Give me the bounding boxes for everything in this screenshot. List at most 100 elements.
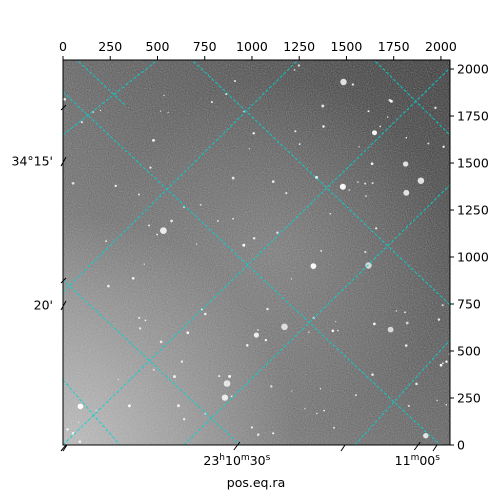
star (371, 373, 374, 376)
star (402, 161, 409, 167)
star (357, 181, 359, 183)
star (371, 182, 374, 185)
sky-image (63, 60, 450, 445)
star (78, 440, 82, 444)
star (138, 316, 141, 319)
star (167, 111, 169, 114)
star (335, 320, 337, 323)
star (364, 182, 367, 185)
star (339, 183, 346, 190)
star (256, 433, 260, 436)
star (242, 243, 246, 247)
star (405, 136, 408, 139)
star (316, 412, 318, 415)
star (221, 394, 229, 401)
star (442, 145, 445, 148)
star (351, 83, 355, 86)
star (308, 331, 310, 333)
star (379, 125, 382, 128)
star (439, 363, 443, 367)
star (159, 110, 162, 112)
star (297, 64, 301, 67)
dec-tick-mark (60, 156, 67, 167)
star (173, 375, 176, 379)
x-tick-label: 500 (146, 39, 170, 54)
x-tick-label: 1000 (236, 39, 268, 54)
x-tick-label: 750 (193, 39, 217, 54)
x-tick-label: 250 (98, 39, 122, 54)
star (407, 404, 410, 407)
star (290, 278, 293, 280)
y-tick-label: 1500 (457, 156, 489, 171)
star (329, 212, 332, 215)
star (281, 323, 288, 331)
star (437, 318, 441, 321)
star (423, 433, 429, 439)
star (177, 404, 180, 408)
star (232, 217, 234, 220)
star (218, 375, 221, 378)
star (156, 233, 158, 236)
x-tick-label: 1750 (378, 39, 410, 54)
star (257, 329, 259, 331)
ra-tick-mark (413, 441, 421, 451)
star (230, 395, 233, 398)
dec-tick-label: 20' (34, 297, 53, 312)
star (272, 432, 275, 435)
star (105, 240, 108, 243)
star (204, 312, 207, 316)
star (304, 408, 306, 410)
star (445, 360, 448, 363)
star (246, 344, 249, 347)
star (163, 94, 165, 97)
star (199, 204, 202, 206)
ra-tick-mark (62, 444, 68, 452)
coordinate-grid (63, 60, 450, 445)
star (365, 262, 372, 269)
star (337, 329, 339, 332)
star (354, 394, 357, 397)
star (404, 344, 408, 347)
star (138, 327, 142, 330)
star (78, 421, 80, 423)
ra-tick-label: 11m00s (395, 453, 441, 468)
star (252, 132, 255, 135)
star-field (63, 64, 450, 444)
star (152, 368, 155, 371)
star (333, 426, 335, 429)
star (389, 99, 393, 103)
star (71, 181, 75, 185)
star (143, 263, 145, 265)
x-tick-label: 1500 (331, 39, 363, 54)
grid-line (63, 67, 450, 445)
star (195, 243, 198, 245)
star (441, 362, 444, 365)
star (436, 399, 438, 402)
grid-line (63, 60, 299, 293)
star (276, 231, 279, 234)
grid-line (63, 91, 441, 445)
star (186, 331, 190, 335)
star (144, 319, 147, 322)
star (77, 403, 84, 410)
star (291, 390, 293, 392)
star (223, 380, 231, 387)
star (445, 404, 448, 406)
star (152, 139, 155, 142)
y-tick-label: 500 (457, 344, 481, 359)
star (248, 148, 250, 150)
dec-tick-mark (60, 104, 67, 111)
star (294, 130, 297, 133)
y-tick-label: 250 (457, 391, 481, 406)
y-tick-label: 750 (457, 297, 481, 312)
star (417, 177, 425, 184)
star (159, 340, 163, 344)
star (138, 193, 140, 196)
star (270, 385, 273, 388)
plot-frame (62, 59, 451, 446)
star (225, 93, 228, 96)
star (323, 409, 325, 412)
grid-line (63, 279, 241, 445)
dec-axis: 34°15' 20' (12, 104, 67, 452)
